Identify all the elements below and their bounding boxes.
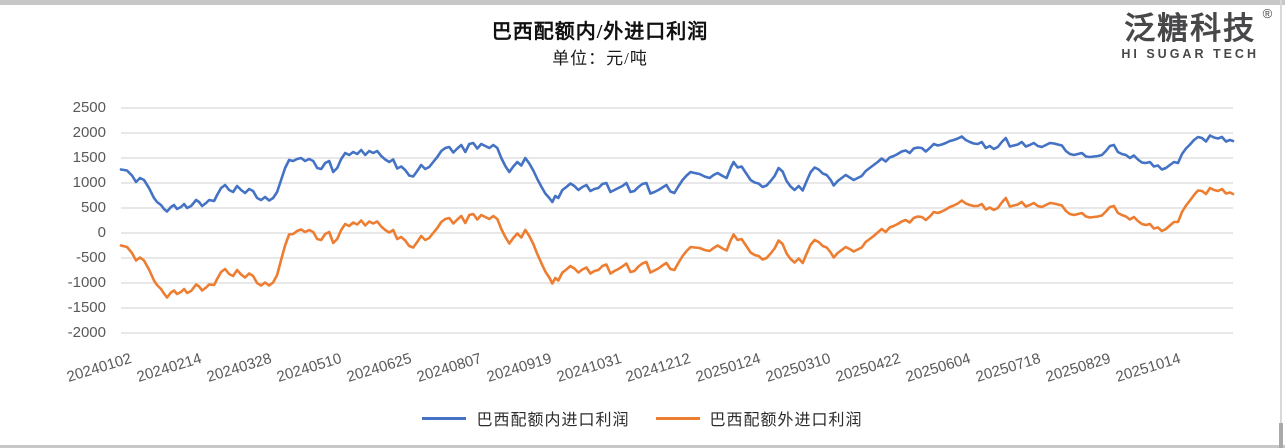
- hi-sugar-tech-logo: 泛糖科技 ® HI SUGAR TECH: [1121, 6, 1272, 62]
- legend-item-in-quota: 巴西配额内进口利润: [422, 406, 629, 430]
- legend-line-swatch: [655, 416, 700, 420]
- scrollbar-track: [1280, 0, 1282, 448]
- chart-unit-subtitle: 单位：元/吨: [552, 49, 648, 68]
- legend-label: 巴西配额内进口利润: [476, 412, 630, 429]
- y-tick-label: 1000: [72, 174, 106, 191]
- y-tick-label: -500: [75, 249, 106, 266]
- y-tick-label: -1500: [67, 299, 106, 316]
- scrollbar-thumb[interactable]: [1279, 423, 1283, 448]
- logo-chinese-text: 泛糖科技: [1124, 11, 1257, 46]
- chart-title: 巴西配额内/外进口利润: [491, 21, 709, 43]
- legend-item-out-of-quota: 巴西配额外进口利润: [655, 406, 863, 430]
- window-top-border: [0, 0, 1285, 5]
- y-tick-label: 2500: [72, 99, 106, 116]
- series-line-in-quota: [119, 134, 1235, 213]
- y-tick-label: -1000: [67, 274, 106, 291]
- registered-trademark-icon: ®: [1262, 6, 1273, 21]
- window-bottom-border: [0, 445, 1285, 448]
- logo-english-text: HI SUGAR TECH: [1121, 47, 1259, 62]
- legend-line-swatch: [422, 416, 467, 420]
- y-tick-label: 0: [97, 224, 106, 241]
- chart-legend: 巴西配额内进口利润 巴西配额外进口利润: [0, 406, 1285, 430]
- legend-label: 巴西配额外进口利润: [709, 412, 863, 429]
- y-tick-label: -2000: [67, 324, 106, 341]
- y-tick-label: 500: [80, 199, 106, 216]
- y-tick-label: 2000: [72, 124, 106, 141]
- y-tick-label: 1500: [72, 149, 106, 166]
- series-line-out-of-quota: [119, 186, 1235, 299]
